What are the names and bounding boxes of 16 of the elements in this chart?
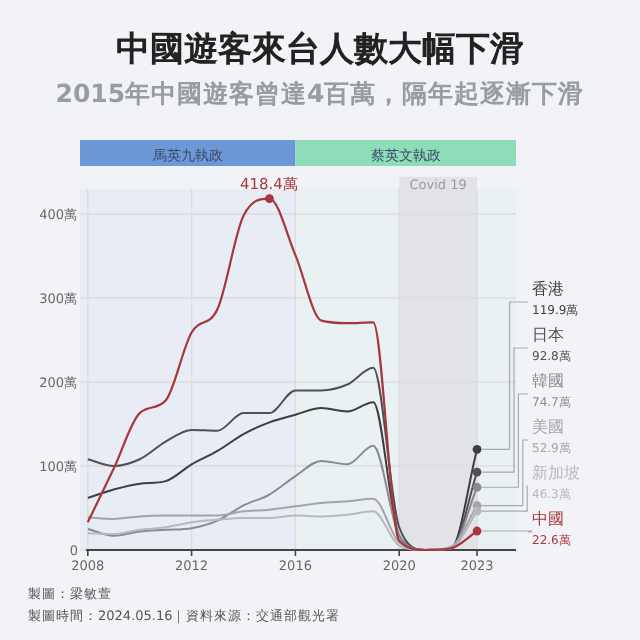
text: 中國 bbox=[532, 510, 564, 528]
text: 日本 bbox=[532, 326, 564, 344]
point bbox=[472, 506, 482, 516]
text: 香港 bbox=[532, 280, 564, 298]
line-series bbox=[86, 366, 482, 551]
point bbox=[472, 444, 482, 454]
point bbox=[472, 482, 482, 492]
text: 韓國 bbox=[532, 372, 564, 390]
line-series bbox=[86, 444, 482, 551]
chart-subtitle: 2015年中國遊客曾達4百萬，隔年起逐漸下滑 bbox=[55, 78, 585, 108]
chart-title: 中國遊客來台人數大幅下滑 bbox=[116, 30, 524, 70]
point bbox=[472, 467, 482, 477]
text: 美國 bbox=[532, 418, 564, 436]
text: 新加坡 bbox=[532, 464, 580, 482]
point bbox=[472, 526, 482, 536]
point bbox=[265, 194, 274, 203]
